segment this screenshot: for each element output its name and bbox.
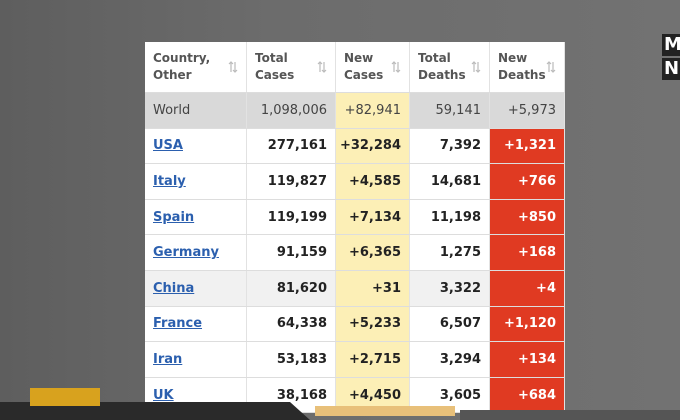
cell: 38,168 (247, 377, 336, 413)
country-link[interactable]: Spain (153, 209, 195, 225)
country-link[interactable]: Italy (153, 173, 186, 189)
cell: +1,120 (490, 306, 565, 342)
cell: +4,585 (336, 164, 410, 199)
cell: 64,338 (247, 306, 336, 342)
cell: +32,284 (336, 128, 410, 164)
cell: +850 (490, 199, 565, 235)
sort-icon (471, 61, 481, 73)
cell: +168 (490, 235, 565, 270)
header-row: Country, Other Total Cases New Cases Total … (145, 42, 565, 93)
cell: +4 (490, 270, 565, 306)
cell: 119,827 (247, 164, 336, 199)
sort-icon (546, 61, 556, 73)
cell: 119,199 (247, 199, 336, 235)
country-row: USA 277,161 +32,284 7,392 +1,321 (145, 128, 565, 165)
country-row: Iran 53,183 +2,715 3,294 +134 (145, 342, 565, 378)
header-cell[interactable]: Total Deaths (410, 42, 490, 92)
cell: +82,941 (336, 93, 410, 128)
header-cell[interactable]: New Cases (336, 42, 410, 92)
cell: Germany (145, 235, 247, 270)
cell: 3,322 (410, 270, 490, 306)
header-cell[interactable]: New Deaths (490, 42, 565, 92)
header-cell[interactable]: Country, Other (145, 42, 247, 92)
cell: France (145, 306, 247, 342)
country-row: Italy 119,827 +4,585 14,681 +766 (145, 164, 565, 200)
cell: +134 (490, 342, 565, 377)
cell: 1,275 (410, 235, 490, 270)
country-row: Spain 119,199 +7,134 11,198 +850 (145, 199, 565, 236)
cell: +5,973 (490, 93, 565, 128)
sort-icon (228, 61, 238, 73)
cell: 3,605 (410, 377, 490, 413)
cell: +1,321 (490, 128, 565, 164)
country-link[interactable]: China (153, 280, 195, 296)
header-label: New Deaths (498, 51, 546, 82)
country-row: China 81,620 +31 3,322 +4 (145, 270, 565, 307)
cell: 11,198 (410, 199, 490, 235)
cell: World (145, 93, 247, 128)
bottom-banner (0, 388, 680, 420)
channel-logo: M (662, 34, 680, 56)
cell: +7,134 (336, 199, 410, 235)
cell: 91,159 (247, 235, 336, 270)
header-label: Total Cases (255, 51, 295, 82)
header-cell[interactable]: Total Cases (247, 42, 336, 92)
cell: 59,141 (410, 93, 490, 128)
header-label: Country, Other (153, 51, 211, 82)
sort-icon (391, 61, 401, 73)
country-link[interactable]: UK (153, 387, 174, 403)
cell: UK (145, 377, 247, 413)
country-link[interactable]: Iran (153, 351, 183, 367)
cell: 53,183 (247, 342, 336, 377)
cell: Spain (145, 199, 247, 235)
country-row: Germany 91,159 +6,365 1,275 +168 (145, 235, 565, 271)
header-label: Total Deaths (418, 51, 466, 82)
country-link[interactable]: Germany (153, 245, 219, 261)
cell: +5,233 (336, 306, 410, 342)
cell: +6,365 (336, 235, 410, 270)
cell: USA (145, 128, 247, 164)
world-row: World 1,098,006 +82,941 59,141 +5,973 (145, 93, 565, 129)
cell: 81,620 (247, 270, 336, 306)
cell: 7,392 (410, 128, 490, 164)
cell: Iran (145, 342, 247, 377)
country-link[interactable]: USA (153, 138, 183, 154)
cell: +766 (490, 164, 565, 199)
cell: +684 (490, 377, 565, 413)
sort-icon (317, 61, 327, 73)
header-label: New Cases (344, 51, 384, 82)
cell: 277,161 (247, 128, 336, 164)
cell: 14,681 (410, 164, 490, 199)
country-row: France 64,338 +5,233 6,507 +1,120 (145, 306, 565, 343)
cell: +31 (336, 270, 410, 306)
cell: +2,715 (336, 342, 410, 377)
cell: 3,294 (410, 342, 490, 377)
country-link[interactable]: France (153, 316, 203, 332)
cell: 6,507 (410, 306, 490, 342)
covid-table: Country, Other Total Cases New Cases Total … (145, 42, 565, 414)
cell: China (145, 270, 247, 306)
cell: 1,098,006 (247, 93, 336, 128)
channel-logo: N (662, 58, 680, 80)
cell: Italy (145, 164, 247, 199)
